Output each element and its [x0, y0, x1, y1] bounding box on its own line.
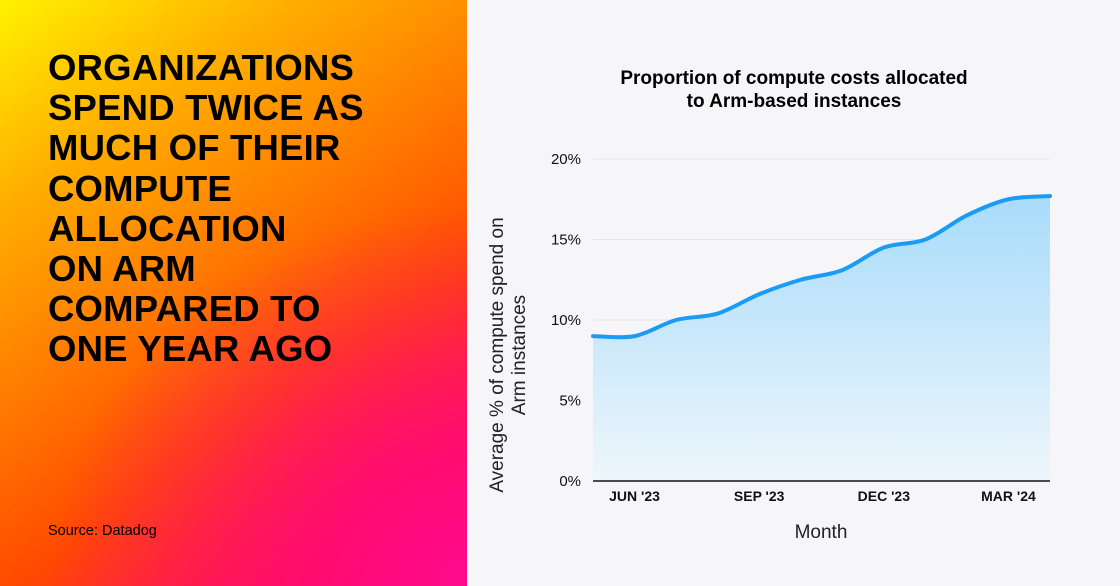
y-tick-label: 20%: [551, 151, 581, 168]
area-chart: Proportion of compute costs allocated to…: [487, 68, 1052, 543]
y-tick-label: 15%: [551, 232, 581, 249]
chart-title-line-1: Proportion of compute costs allocated: [620, 68, 967, 89]
y-axis-label-line-2: Arm instances: [509, 295, 530, 415]
headline-line: SPEND TWICE AS: [48, 87, 364, 129]
headline: ORGANIZATIONS SPEND TWICE AS MUCH OF THEIR…: [48, 47, 364, 370]
x-tick-label: MAR '24: [981, 488, 1036, 504]
y-axis-label-line-1: Average % of compute spend on: [487, 217, 508, 492]
chart-title-line-2: to Arm-based instances: [687, 91, 902, 112]
y-tick-label: 5%: [559, 393, 581, 410]
x-tick-label: JUN '23: [609, 488, 660, 504]
chart-panel: Proportion of compute costs allocated to…: [467, 0, 1120, 586]
y-tick-label: 0%: [559, 473, 581, 490]
headline-line: MUCH OF THEIR: [48, 127, 341, 169]
area-fill: [593, 196, 1050, 481]
x-axis-label: Month: [795, 522, 848, 543]
headline-line: ON ARM: [48, 248, 196, 290]
series-line: [591, 194, 1052, 340]
headline-line: COMPARED TO: [48, 288, 321, 330]
headline-panel: ORGANIZATIONS SPEND TWICE AS MUCH OF THEIR…: [0, 0, 467, 586]
headline-line: COMPUTE: [48, 167, 232, 209]
x-tick-label: DEC '23: [858, 488, 911, 504]
x-tick-label: SEP '23: [734, 488, 785, 504]
headline-line: ALLOCATION: [48, 207, 287, 249]
headline-line: ONE YEAR AGO: [48, 328, 333, 370]
headline-line: ORGANIZATIONS: [48, 47, 355, 88]
y-tick-label: 10%: [551, 312, 581, 329]
source-note: Source: Datadog: [48, 523, 157, 539]
